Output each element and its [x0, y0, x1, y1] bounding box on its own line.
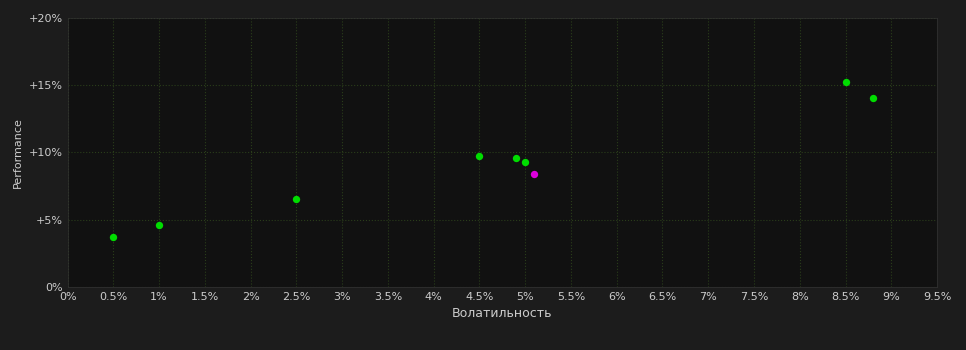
Y-axis label: Performance: Performance [14, 117, 23, 188]
Point [518, 159, 533, 164]
Point [471, 154, 487, 159]
X-axis label: Волатильность: Волатильность [452, 307, 553, 320]
Point [289, 197, 304, 202]
Point [866, 96, 881, 101]
Point [838, 79, 853, 85]
Point [508, 155, 524, 160]
Point [152, 222, 167, 228]
Point [105, 234, 121, 240]
Point [526, 171, 542, 177]
